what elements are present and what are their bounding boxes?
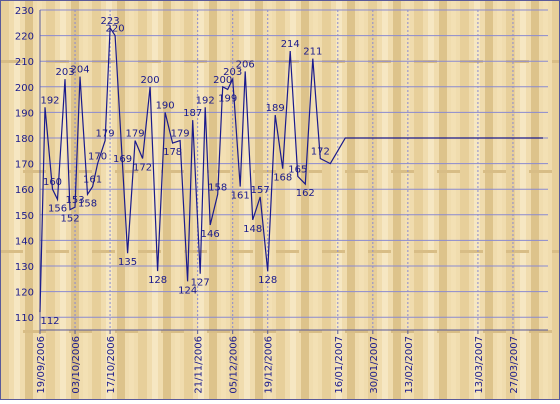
data-label-21: 178 — [163, 147, 182, 158]
data-label-3: 156 — [48, 203, 67, 214]
y-tick-label-160: 160 — [15, 185, 34, 196]
data-label-30: 199 — [218, 93, 237, 104]
data-label-43: 172 — [311, 146, 330, 157]
x-tick-label-5: 19/12/2006 — [264, 336, 275, 394]
data-label-14: 169 — [113, 154, 132, 165]
data-label-19: 128 — [148, 275, 167, 286]
data-label-17: 172 — [133, 162, 152, 173]
data-label-22: 179 — [171, 129, 190, 140]
data-label-35: 157 — [251, 185, 270, 196]
data-label-layer: 1121921601562031521532041581611701792232… — [40, 16, 329, 327]
data-label-2: 160 — [43, 177, 62, 188]
data-label-20: 190 — [156, 100, 175, 111]
axis-layer: 110 120 130 140 150 160 170 180 190 200 210 220 230 1… — [15, 6, 548, 394]
data-label-26: 192 — [196, 95, 215, 106]
y-tick-label-210: 210 — [15, 57, 34, 68]
x-tick-label-10: 27/03/2007 — [509, 336, 520, 394]
series-line — [39, 26, 543, 313]
y-tick-label-120: 120 — [15, 288, 34, 299]
data-label-4: 203 — [55, 67, 74, 78]
data-label-7: 204 — [70, 65, 89, 76]
data-label-10: 170 — [88, 152, 107, 163]
x-tick-label-6: 16/01/2007 — [334, 336, 345, 394]
data-label-15: 135 — [118, 257, 137, 268]
x-tick-label-8: 13/02/2007 — [404, 336, 415, 394]
y-tick-label-180: 180 — [15, 134, 34, 145]
y-tick-label-200: 200 — [15, 83, 34, 94]
data-label-0: 112 — [40, 316, 59, 327]
data-label-39: 214 — [281, 39, 300, 50]
y-tick-label-170: 170 — [15, 160, 34, 171]
data-label-34: 148 — [243, 224, 262, 235]
data-label-36: 128 — [258, 275, 277, 286]
y-tick-label-230: 230 — [15, 6, 34, 17]
y-tick-label-130: 130 — [15, 262, 34, 273]
data-label-29: 200 — [213, 75, 232, 86]
data-label-13: 220 — [106, 24, 125, 35]
series-layer — [39, 26, 543, 313]
x-tick-label-7: 30/01/2007 — [369, 336, 380, 394]
data-label-41: 162 — [296, 188, 315, 199]
data-label-23: 124 — [178, 285, 197, 296]
x-tick-label-1: 03/10/2006 — [71, 336, 82, 394]
x-tick-label-2: 17/10/2006 — [106, 336, 117, 394]
data-label-32: 161 — [231, 191, 250, 202]
y-tick-label-220: 220 — [15, 32, 34, 43]
data-label-40: 165 — [288, 164, 307, 175]
data-label-31: 203 — [223, 67, 242, 78]
data-label-42: 211 — [303, 47, 322, 58]
data-label-5: 152 — [60, 214, 79, 225]
data-label-28: 158 — [208, 182, 227, 193]
data-label-37: 189 — [266, 103, 285, 114]
x-tick-label-9: 13/03/2007 — [474, 336, 485, 394]
data-label-25: 127 — [191, 278, 210, 289]
x-tick-label-4: 05/12/2006 — [229, 336, 240, 394]
x-tick-label-0: 19/09/2006 — [36, 336, 47, 394]
y-tick-label-150: 150 — [15, 211, 34, 222]
y-tick-label-110: 110 — [15, 313, 34, 324]
data-label-18: 200 — [141, 75, 160, 86]
data-label-27: 146 — [201, 229, 220, 240]
data-label-8: 158 — [78, 198, 97, 209]
y-tick-label-190: 190 — [15, 108, 34, 119]
data-label-9: 161 — [83, 175, 102, 186]
y-tick-label-140: 140 — [15, 236, 34, 247]
data-label-16: 179 — [126, 129, 145, 140]
x-tick-label-3: 21/11/2006 — [194, 336, 205, 394]
data-label-1: 192 — [40, 95, 59, 106]
data-label-24: 187 — [183, 108, 202, 119]
data-label-6: 153 — [65, 195, 84, 206]
data-label-38: 168 — [273, 173, 292, 184]
data-label-12: 223 — [101, 16, 120, 27]
data-label-11: 179 — [96, 129, 115, 140]
data-label-33: 206 — [236, 59, 255, 70]
